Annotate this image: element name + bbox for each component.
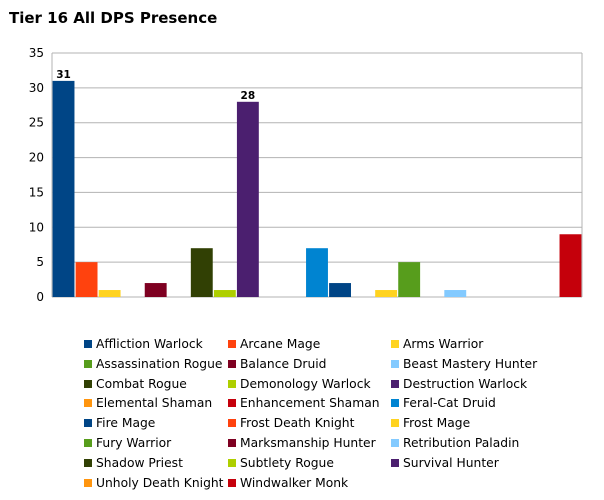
legend-item: Survival Hunter xyxy=(391,453,499,473)
bars xyxy=(52,80,582,297)
legend-item: Arms Warrior xyxy=(391,334,483,354)
y-tick-label: 35 xyxy=(29,46,44,60)
legend-swatch xyxy=(228,379,236,388)
legend-swatch xyxy=(391,458,399,467)
legend-item: Frost Death Knight xyxy=(228,413,354,433)
bar xyxy=(98,290,121,297)
legend-item: Fury Warrior xyxy=(84,433,171,453)
legend-label: Marksmanship Hunter xyxy=(240,436,376,450)
legend-label: Assassination Rogue xyxy=(96,356,223,371)
legend-label: Subtlety Rogue xyxy=(240,455,334,470)
bar xyxy=(144,283,167,297)
legend-item: Elemental Shaman xyxy=(84,393,212,413)
legend-label: Frost Mage xyxy=(403,416,471,431)
legend-item: Destruction Warlock xyxy=(391,374,527,394)
legend-item: Feral-Cat Druid xyxy=(391,393,496,413)
legend-swatch xyxy=(391,419,399,428)
y-tick-label: 25 xyxy=(29,116,44,130)
bar xyxy=(190,248,213,297)
bar xyxy=(444,290,467,297)
legend-swatch xyxy=(228,340,236,348)
legend-swatch xyxy=(84,419,92,428)
legend-item: Unholy Death Knight xyxy=(84,473,224,493)
legend-label: Windwalker Monk xyxy=(240,475,349,490)
y-tick-label: 20 xyxy=(29,151,44,165)
legend-label: Frost Death Knight xyxy=(240,416,355,431)
chart-canvas: 0 5 10 15 20 25 30 35 31 28 xyxy=(29,46,583,304)
legend-item: Retribution Paladin xyxy=(391,433,519,453)
bar xyxy=(306,248,328,297)
bar xyxy=(52,80,75,297)
legend-item: Combat Rogue xyxy=(84,374,187,394)
bar xyxy=(213,290,236,297)
legend-swatch xyxy=(228,439,236,447)
bar xyxy=(236,101,259,297)
bar xyxy=(398,262,421,297)
legend-swatch xyxy=(391,340,399,348)
legend-label: Arcane Mage xyxy=(240,337,321,351)
chart-title: Tier 16 All DPS Presence xyxy=(9,9,218,27)
legend-item: Assassination Rogue xyxy=(84,354,222,374)
legend-swatch xyxy=(391,359,399,368)
axes: 0 5 10 15 20 25 30 35 xyxy=(29,46,583,304)
y-tick-label: 30 xyxy=(29,81,44,95)
legend-label: Demonology Warlock xyxy=(240,376,371,391)
bar xyxy=(75,262,98,297)
legend-swatch xyxy=(391,439,399,447)
legend-swatch xyxy=(228,419,236,428)
y-tick-label: 10 xyxy=(29,220,44,234)
legend-item: Enhancement Shaman xyxy=(228,393,380,413)
legend-label: Affliction Warlock xyxy=(96,337,203,351)
legend-label: Elemental Shaman xyxy=(96,396,213,411)
legend-item: Shadow Priest xyxy=(84,453,183,473)
legend-label: Survival Hunter xyxy=(403,455,499,470)
legend-swatch xyxy=(228,478,236,487)
legend-item: Windwalker Monk xyxy=(228,473,348,493)
data-label: 28 xyxy=(241,90,256,102)
legend-item: Marksmanship Hunter xyxy=(228,433,376,453)
legend-label: Arms Warrior xyxy=(403,337,484,351)
data-labels: 31 28 xyxy=(56,69,255,102)
y-tick-label: 5 xyxy=(36,255,44,269)
legend-item: Beast Mastery Hunter xyxy=(391,354,537,374)
legend-swatch xyxy=(84,439,92,447)
legend-swatch xyxy=(84,340,92,348)
legend-label: Fire Mage xyxy=(96,416,156,431)
legend-item: Affliction Warlock xyxy=(84,334,203,354)
legend-label: Retribution Paladin xyxy=(403,436,520,450)
data-label: 31 xyxy=(56,69,71,81)
legend-item: Fire Mage xyxy=(84,413,155,433)
bar xyxy=(559,234,582,297)
legend-item: Demonology Warlock xyxy=(228,374,371,394)
legend-swatch xyxy=(84,379,92,388)
legend-label: Fury Warrior xyxy=(96,436,172,450)
legend-item: Subtlety Rogue xyxy=(228,453,334,473)
legend-label: Shadow Priest xyxy=(96,455,183,470)
legend-swatch xyxy=(84,359,92,368)
legend-swatch xyxy=(391,399,399,408)
legend-label: Beast Mastery Hunter xyxy=(403,356,538,371)
legend-swatch xyxy=(84,399,92,408)
y-tick-label: 15 xyxy=(29,185,44,199)
legend-item: Frost Mage xyxy=(391,413,470,433)
legend-swatch xyxy=(391,379,399,388)
legend-swatch xyxy=(228,399,236,408)
bar xyxy=(329,283,351,297)
legend-swatch xyxy=(84,478,92,487)
legend-label: Combat Rogue xyxy=(96,376,187,391)
bar xyxy=(375,290,398,297)
legend-item: Balance Druid xyxy=(228,354,327,374)
legend-label: Destruction Warlock xyxy=(403,376,528,391)
legend-swatch xyxy=(228,359,236,368)
y-tick-label: 0 xyxy=(36,290,44,304)
legend-swatch xyxy=(228,458,236,467)
legend-label: Balance Druid xyxy=(240,356,327,371)
legend-label: Unholy Death Knight xyxy=(96,475,224,490)
legend-swatch xyxy=(84,458,92,467)
legend-label: Feral-Cat Druid xyxy=(403,396,496,411)
legend-label: Enhancement Shaman xyxy=(240,396,380,411)
legend-item: Arcane Mage xyxy=(228,334,320,354)
